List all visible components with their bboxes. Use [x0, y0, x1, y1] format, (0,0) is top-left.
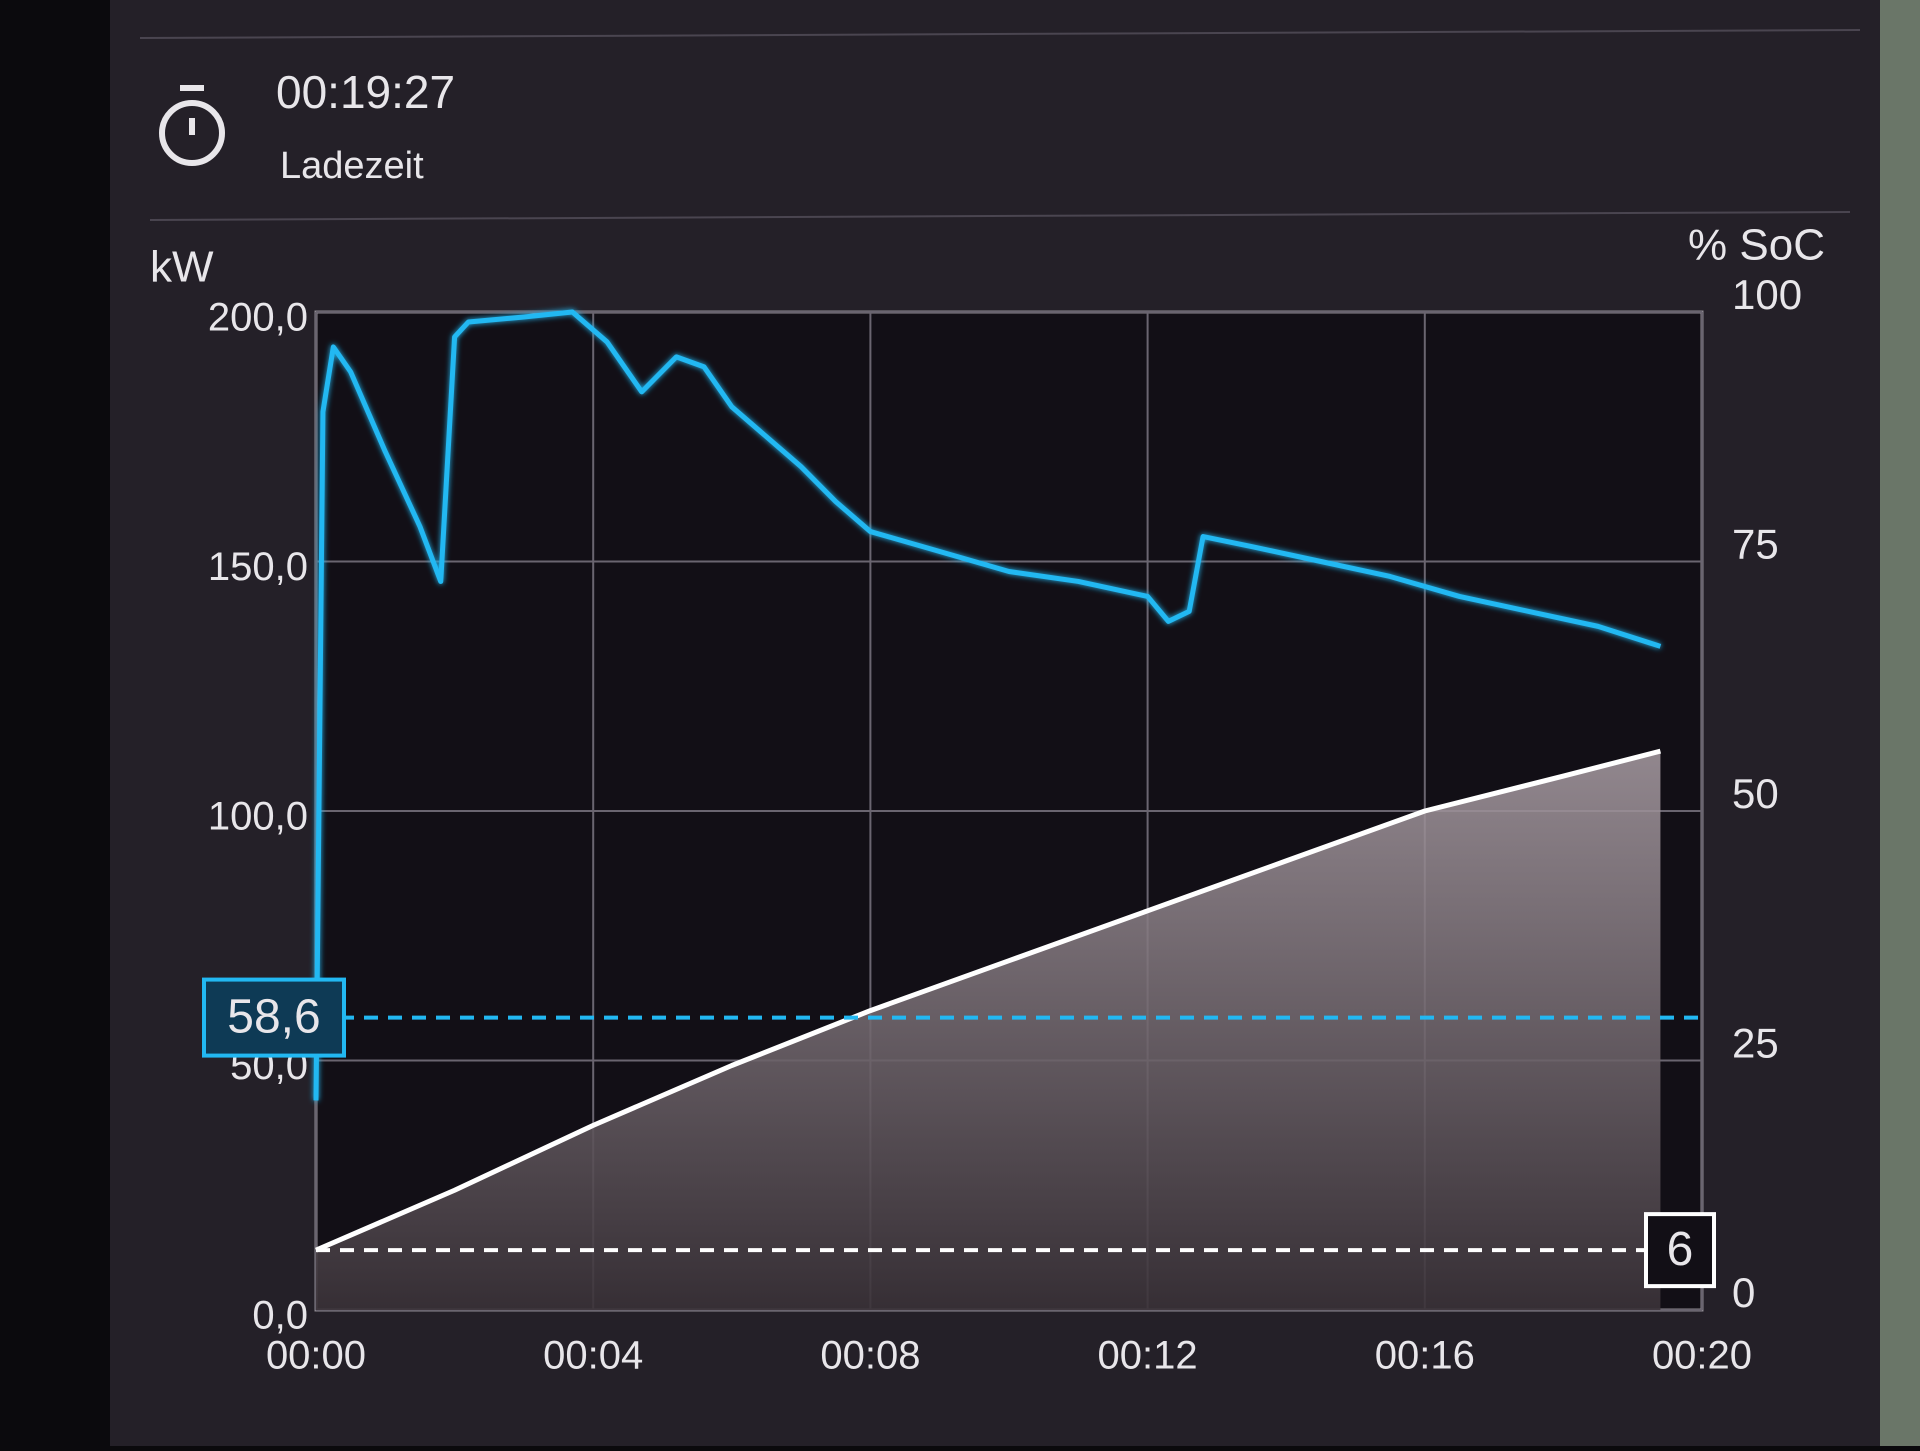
x-tick-label: 00:04 — [543, 1334, 643, 1378]
y-axis-label: kW — [150, 243, 214, 292]
charge-time: 00:19:27 — [276, 66, 455, 118]
soc-area — [316, 751, 1661, 1310]
charge-time-label: Ladezeit — [280, 145, 424, 187]
map-strip — [1880, 0, 1920, 1446]
y2-tick-label: 0 — [1732, 1269, 1755, 1316]
power-line — [313, 309, 1662, 1101]
y2-tick-label: 75 — [1732, 521, 1779, 568]
y-tick-label: 150,0 — [208, 545, 308, 589]
separator — [139, 29, 1861, 39]
separator — [149, 211, 1851, 221]
x-tick-label: 00:12 — [1098, 1334, 1198, 1378]
x-tick-label: 00:00 — [266, 1334, 366, 1378]
reference-box — [1644, 1212, 1716, 1289]
soc-line — [315, 748, 1662, 1253]
x-tick-label: 00:16 — [1375, 1334, 1475, 1378]
reference-box — [202, 977, 346, 1058]
reference-label: 6 — [1667, 1223, 1694, 1276]
y2-tick-label: 100 — [1732, 271, 1802, 318]
y2-axis-label: % SoC — [1688, 221, 1825, 270]
reference-label: 58,6 — [227, 990, 320, 1043]
stopwatch-icon — [159, 85, 225, 166]
y-tick-label: 100,0 — [208, 795, 308, 839]
x-tick-label: 00:08 — [820, 1334, 920, 1378]
y2-tick-label: 50 — [1732, 770, 1779, 817]
y-tick-label: 0,0 — [252, 1294, 308, 1338]
plot: 00:00 00:04 00:08 00:12 00:16 00:200,050,0100… — [202, 271, 1802, 1378]
y2-tick-label: 25 — [1732, 1020, 1779, 1067]
y-tick-label: 200,0 — [208, 296, 308, 340]
x-tick-label: 00:20 — [1652, 1334, 1752, 1378]
